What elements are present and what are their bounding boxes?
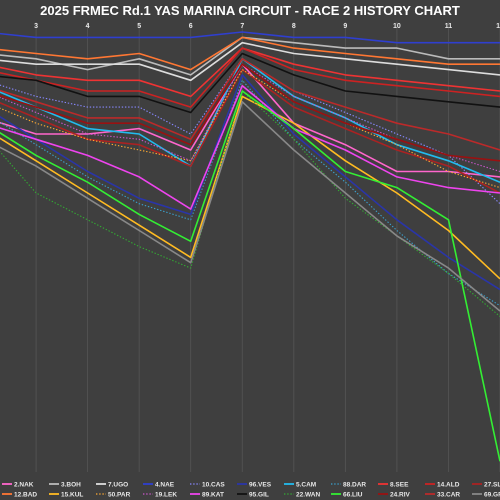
legend-label: 66.LIU: [343, 491, 363, 498]
legend-label: 12.BAD: [14, 491, 37, 498]
legend: 2.NAK 3.BOH 7.UGO 4.NAE 10.CAS 96.VES 5.CAM 88.…: [0, 476, 500, 500]
series-line: [0, 101, 500, 312]
chart-title: 2025 FRMEC Rd.1 YAS MARINA CIRCUIT - RAC…: [40, 3, 460, 18]
legend-label: 88.DAR: [343, 481, 366, 488]
legend-label: 24.RIV: [390, 491, 411, 498]
series-line: [0, 63, 500, 162]
title-band: [0, 0, 500, 20]
series-line: [0, 95, 500, 280]
series-line: [0, 31, 500, 44]
series-line: [0, 84, 500, 210]
series-line: [0, 90, 500, 462]
legend-label: 33.CAR: [437, 491, 460, 498]
legend-label: 4.NAE: [155, 481, 175, 488]
x-tick-label: 10: [393, 23, 401, 30]
legend-label: 10.CAS: [202, 481, 225, 488]
series-lines: [0, 31, 500, 462]
series-line: [0, 90, 500, 317]
legend-label: 50.PAR: [108, 491, 131, 498]
series-line: [0, 52, 500, 114]
legend-label: 7.UGO: [108, 481, 128, 488]
series-line: [0, 36, 500, 71]
legend-background: [0, 476, 500, 500]
legend-label: 3.BOH: [61, 481, 81, 488]
legend-label: 27.SLA: [484, 481, 500, 488]
legend-label: 8.SEE: [390, 481, 409, 488]
series-line: [0, 41, 500, 82]
x-tick-label: 3: [34, 23, 38, 30]
x-tick-label: 12: [496, 23, 500, 30]
legend-label: 96.VES: [249, 481, 272, 488]
legend-label: 15.KUL: [61, 491, 83, 498]
x-tick-label: 7: [240, 23, 244, 30]
legend-label: 19.LEK: [155, 491, 177, 498]
x-tick-label: 11: [445, 23, 453, 30]
series-line: [0, 74, 500, 291]
legend-label: 69.GRE: [484, 491, 500, 498]
legend-label: 5.CAM: [296, 481, 316, 488]
x-tick-label: 5: [137, 23, 141, 30]
legend-label: 89.KAT: [202, 491, 224, 498]
x-tick-label: 6: [189, 23, 193, 30]
legend-label: 22.WAN: [296, 491, 321, 498]
x-axis-ticks: 3 4 5 6 7 8 9 10 11 12: [34, 23, 500, 30]
legend-label: 2.NAK: [14, 481, 34, 488]
series-line: [0, 79, 500, 307]
series-line: [0, 68, 500, 194]
x-tick-label: 4: [86, 23, 90, 30]
x-tick-label: 9: [343, 23, 347, 30]
series-line: [0, 47, 500, 108]
legend-label: 14.ALD: [437, 481, 460, 488]
legend-label: 95.GIL: [249, 491, 269, 498]
series-line: [0, 57, 500, 151]
x-tick-label: 8: [292, 23, 296, 30]
